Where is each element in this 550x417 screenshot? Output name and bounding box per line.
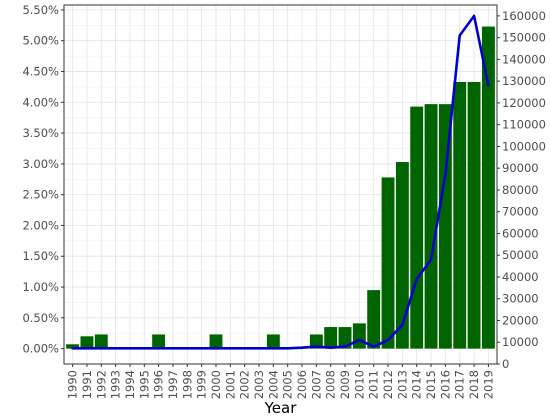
left-tick-label: 3.00%	[22, 157, 59, 171]
left-tick-label: 5.00%	[22, 34, 59, 48]
left-tick-label: 4.50%	[22, 65, 59, 79]
line-series	[71, 14, 490, 350]
right-tick-label: 90000	[502, 161, 539, 175]
bar-2013	[395, 162, 409, 349]
x-tick-label: 2012	[381, 370, 395, 399]
bar-2008	[324, 327, 338, 349]
right-tick-label: 50000	[502, 248, 539, 262]
right-axis: 0 10000 20000 30000 40000 50000 60000 70000 8000…	[497, 9, 546, 371]
bar-2012	[381, 177, 395, 349]
x-tick-label: 2009	[338, 370, 352, 399]
x-tick-label: 2004	[266, 370, 280, 399]
x-tick-label: 2006	[295, 370, 309, 399]
bar-2004	[266, 334, 280, 349]
bar-1990	[66, 344, 80, 349]
x-tick-label: 2003	[252, 370, 266, 399]
x-tick-label: 1994	[123, 370, 137, 399]
bar-2000	[209, 334, 223, 349]
x-tick-label: 1990	[66, 370, 80, 399]
right-tick-label: 140000	[502, 52, 546, 66]
x-tick-label: 2018	[467, 370, 481, 399]
bar-2011	[367, 290, 381, 349]
x-tick-label: 1992	[94, 370, 108, 399]
left-tick-label: 2.00%	[22, 218, 59, 232]
left-tick-label: 1.50%	[22, 249, 59, 263]
right-tick-label: 160000	[502, 9, 546, 23]
left-tick-label: 5.50%	[22, 3, 59, 17]
x-tick-label: 1996	[152, 370, 166, 399]
x-tick-label: 2011	[367, 370, 381, 399]
x-tick-label: 1998	[180, 370, 194, 399]
right-tick-label: 0	[502, 357, 509, 371]
left-tick-label: 4.00%	[22, 95, 59, 109]
bar-2014	[410, 106, 424, 349]
right-tick-label: 80000	[502, 183, 539, 197]
x-tick-label: 2015	[424, 370, 438, 399]
x-tick-label: 2010	[352, 370, 366, 399]
left-tick-label: 0.00%	[22, 342, 59, 356]
bar-2007	[309, 334, 323, 349]
x-tick-label: 2002	[238, 370, 252, 399]
right-tick-label: 150000	[502, 31, 546, 45]
bar-2017	[453, 81, 467, 349]
right-tick-label: 130000	[502, 74, 546, 88]
right-tick-label: 70000	[502, 205, 539, 219]
bar-2010	[352, 323, 366, 349]
right-tick-label: 60000	[502, 226, 539, 240]
x-tick-label: 2017	[453, 370, 467, 399]
right-tick-label: 40000	[502, 270, 539, 284]
x-tick-label: 1999	[195, 370, 209, 399]
bar-2016	[438, 104, 452, 349]
x-axis: 1990 1991 1992 1993 1994 1995 1996 1997 1998 1999…	[66, 364, 495, 399]
line-layer	[71, 14, 490, 350]
x-axis-title: Year	[264, 399, 298, 417]
bar-2019	[481, 26, 495, 349]
bar-1996	[152, 334, 166, 349]
x-tick-label: 2013	[395, 370, 409, 399]
x-tick-label: 2019	[481, 370, 495, 399]
left-tick-label: 3.50%	[22, 126, 59, 140]
bar-1992	[94, 334, 108, 349]
bar-2009	[338, 327, 352, 349]
x-tick-label: 1997	[166, 370, 180, 399]
bar-2018	[467, 81, 481, 349]
left-tick-label: 0.50%	[22, 311, 59, 325]
bar-1991	[80, 336, 94, 349]
panel-border	[63, 4, 498, 365]
x-tick-label: 2005	[281, 370, 295, 399]
x-tick-label: 2007	[309, 370, 323, 399]
right-tick-label: 30000	[502, 292, 539, 306]
x-tick-label: 2000	[209, 370, 223, 399]
right-tick-label: 120000	[502, 96, 546, 110]
bar-2015	[424, 104, 438, 349]
right-tick-label: 110000	[502, 118, 546, 132]
right-tick-label: 20000	[502, 313, 539, 327]
x-tick-label: 2016	[438, 370, 452, 399]
left-tick-label: 2.50%	[22, 188, 59, 202]
left-tick-label: 1.00%	[22, 280, 59, 294]
x-tick-label: 1993	[109, 370, 123, 399]
right-tick-label: 10000	[502, 335, 539, 349]
x-tick-label: 2008	[324, 370, 338, 399]
left-axis: 0.00% 0.50% 1.00% 1.50% 2.00% 2.50% 3.00% 3.50%…	[22, 3, 64, 356]
right-tick-label: 100000	[502, 139, 546, 153]
x-tick-label: 2001	[223, 370, 237, 399]
x-tick-label: 2014	[410, 370, 424, 399]
x-tick-label: 1995	[137, 370, 151, 399]
x-tick-label: 1991	[80, 370, 94, 399]
